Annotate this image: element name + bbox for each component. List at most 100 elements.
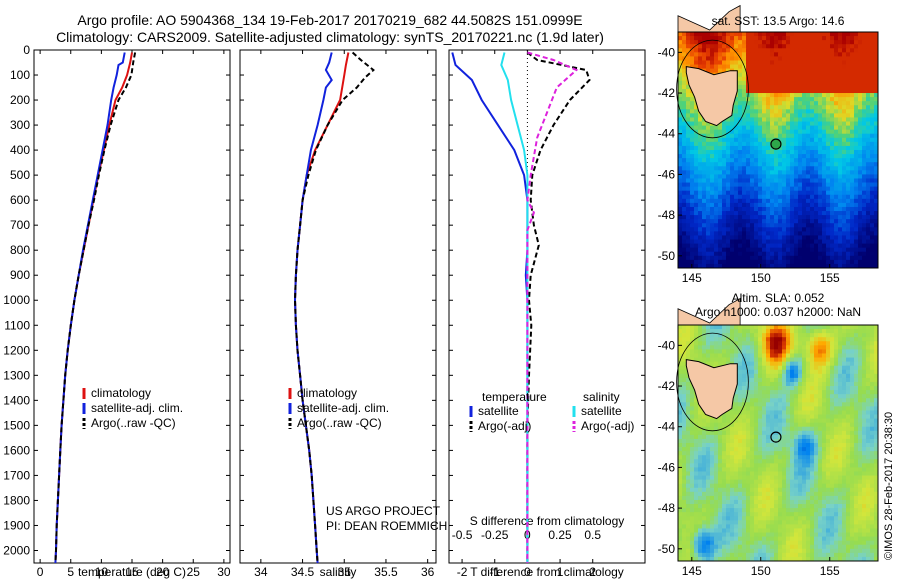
map-cell xyxy=(682,113,687,118)
map-cell xyxy=(698,353,703,358)
map-cell xyxy=(762,349,767,354)
map-cell xyxy=(766,455,771,460)
map-cell xyxy=(742,406,747,411)
map-cell xyxy=(806,398,811,403)
legend-title: temperature xyxy=(482,390,547,404)
map-cell xyxy=(678,325,683,330)
map-cell xyxy=(778,80,783,86)
map-cell xyxy=(834,36,839,41)
map-cell xyxy=(850,64,855,70)
map-cell xyxy=(750,386,755,391)
map-cell xyxy=(734,141,739,147)
map-cell xyxy=(846,263,851,269)
map-cell xyxy=(762,223,767,228)
map-cell xyxy=(794,150,799,155)
map-cell xyxy=(854,194,859,200)
map-cell xyxy=(870,52,875,57)
map-cell xyxy=(814,369,819,375)
map-cell xyxy=(790,414,795,419)
map-cell xyxy=(762,426,767,432)
map-cell xyxy=(726,345,731,350)
map-cell xyxy=(694,406,699,411)
map-cell xyxy=(762,40,767,45)
map-cell xyxy=(762,231,767,236)
map-cell xyxy=(778,125,783,131)
map-cell xyxy=(790,455,795,460)
map-cell xyxy=(778,345,783,350)
map-cell xyxy=(858,341,863,346)
map-cell xyxy=(758,44,763,49)
map-cell xyxy=(790,129,795,135)
map-cell xyxy=(862,113,867,118)
map-cell xyxy=(870,36,875,41)
map-cell xyxy=(770,333,775,338)
map-cell xyxy=(830,166,835,171)
map-cell xyxy=(810,402,815,407)
map-cell xyxy=(842,259,847,265)
map-cell xyxy=(682,154,687,159)
map-cell xyxy=(762,455,767,460)
map-cell xyxy=(770,459,775,464)
map-cell xyxy=(838,386,843,391)
map-cell xyxy=(870,113,875,118)
difference-series-argo-adj- xyxy=(526,51,591,563)
map-cell xyxy=(862,174,867,179)
map-cell xyxy=(678,158,683,163)
map-cell xyxy=(786,64,791,70)
map-cell xyxy=(770,93,775,98)
map-cell xyxy=(826,40,831,45)
map-cell xyxy=(870,133,875,139)
map-cell xyxy=(766,353,771,358)
map-cell xyxy=(782,349,787,354)
map-cell xyxy=(762,402,767,407)
map-cell xyxy=(786,398,791,403)
map-cell xyxy=(770,117,775,122)
map-cell xyxy=(718,36,723,41)
map-cell xyxy=(826,418,831,424)
map-cell xyxy=(678,150,683,155)
map-cell xyxy=(814,170,819,175)
map-cell xyxy=(754,341,759,346)
map-cell xyxy=(770,255,775,261)
map-cell xyxy=(774,443,779,448)
map-cell xyxy=(770,48,775,53)
map-cell xyxy=(790,353,795,358)
map-cell xyxy=(854,394,859,399)
map-cell xyxy=(810,121,815,126)
map-cell xyxy=(678,125,683,131)
map-cell xyxy=(714,206,719,212)
map-cell xyxy=(810,36,815,41)
map-cell xyxy=(750,40,755,45)
map-cell xyxy=(830,247,835,253)
map-cell xyxy=(798,422,803,428)
map-cell xyxy=(874,325,879,330)
map-cell xyxy=(814,455,819,460)
map-cell xyxy=(702,162,707,167)
map-cell xyxy=(730,231,735,236)
map-cell xyxy=(778,36,783,41)
map-cell xyxy=(730,36,735,41)
map-cell xyxy=(794,239,799,244)
map-cell xyxy=(838,341,843,346)
map-cell xyxy=(678,76,683,82)
map-cell xyxy=(678,198,683,204)
map-cell xyxy=(838,231,843,236)
map-cell xyxy=(870,373,875,379)
map-cell xyxy=(698,223,703,228)
map-cell xyxy=(850,52,855,57)
map-cell xyxy=(778,459,783,464)
map-cell xyxy=(710,255,715,261)
map-cell xyxy=(770,121,775,126)
map-cell xyxy=(762,247,767,253)
map-cell xyxy=(766,109,771,114)
map-cell xyxy=(790,97,795,102)
map-cell xyxy=(854,93,859,98)
map-cell xyxy=(766,60,771,65)
map-cell xyxy=(686,353,691,358)
map-cell xyxy=(698,125,703,131)
map-cell xyxy=(854,451,859,456)
map-cell xyxy=(806,390,811,395)
map-cell xyxy=(830,170,835,175)
map-cell xyxy=(854,438,859,444)
map-cell xyxy=(786,190,791,196)
